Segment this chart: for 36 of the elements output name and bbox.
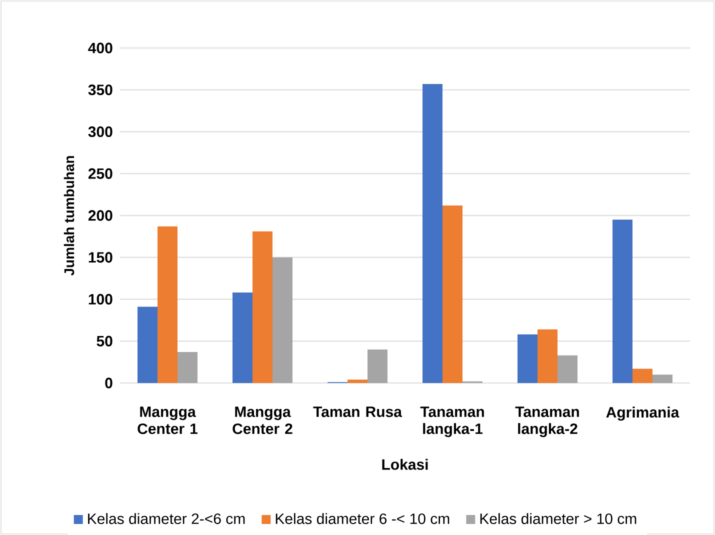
bar [272, 257, 293, 383]
bar [518, 334, 538, 383]
y-tick-label: 50 [96, 336, 112, 346]
y-axis-title: Jumlah tumbuhan [64, 156, 74, 276]
bar [558, 355, 578, 383]
bar [368, 349, 388, 383]
bar [652, 374, 672, 383]
bar [422, 84, 442, 383]
y-tick-label: 350 [88, 84, 112, 96]
y-tick-label: 0 [105, 378, 112, 388]
legend-label: Kelas diameter 2-<6 cm [88, 513, 245, 524]
x-tick-label: Mangga Center 1 [138, 406, 198, 434]
x-tick-label: Tanaman langka-1 [420, 406, 484, 438]
y-tick-label: 150 [88, 252, 112, 263]
bar [538, 329, 558, 383]
bar [252, 231, 273, 383]
y-tick-label: 200 [88, 210, 112, 221]
bar [632, 368, 653, 383]
y-tick-label: 250 [88, 168, 112, 179]
legend-label: Kelas diameter 6 -< 10 cm [276, 513, 450, 524]
legend-label: Kelas diameter > 10 cm [480, 513, 636, 524]
bar [348, 380, 368, 383]
x-tick-label: Tanaman langka-2 [515, 406, 579, 438]
bar [138, 306, 158, 383]
x-axis-title: Lokasi [382, 458, 428, 470]
bar [232, 292, 252, 383]
x-tick-label: Agrimania [606, 406, 680, 421]
bar [612, 220, 632, 383]
y-tick-label: 300 [88, 126, 112, 138]
x-tick-label: Taman Rusa [313, 406, 402, 418]
bar [178, 352, 198, 383]
y-tick-label: 100 [88, 294, 112, 305]
bar [158, 226, 178, 383]
x-tick-label: Mangga Center 2 [232, 406, 292, 434]
bar [442, 205, 463, 383]
y-tick-label: 400 [88, 42, 112, 54]
